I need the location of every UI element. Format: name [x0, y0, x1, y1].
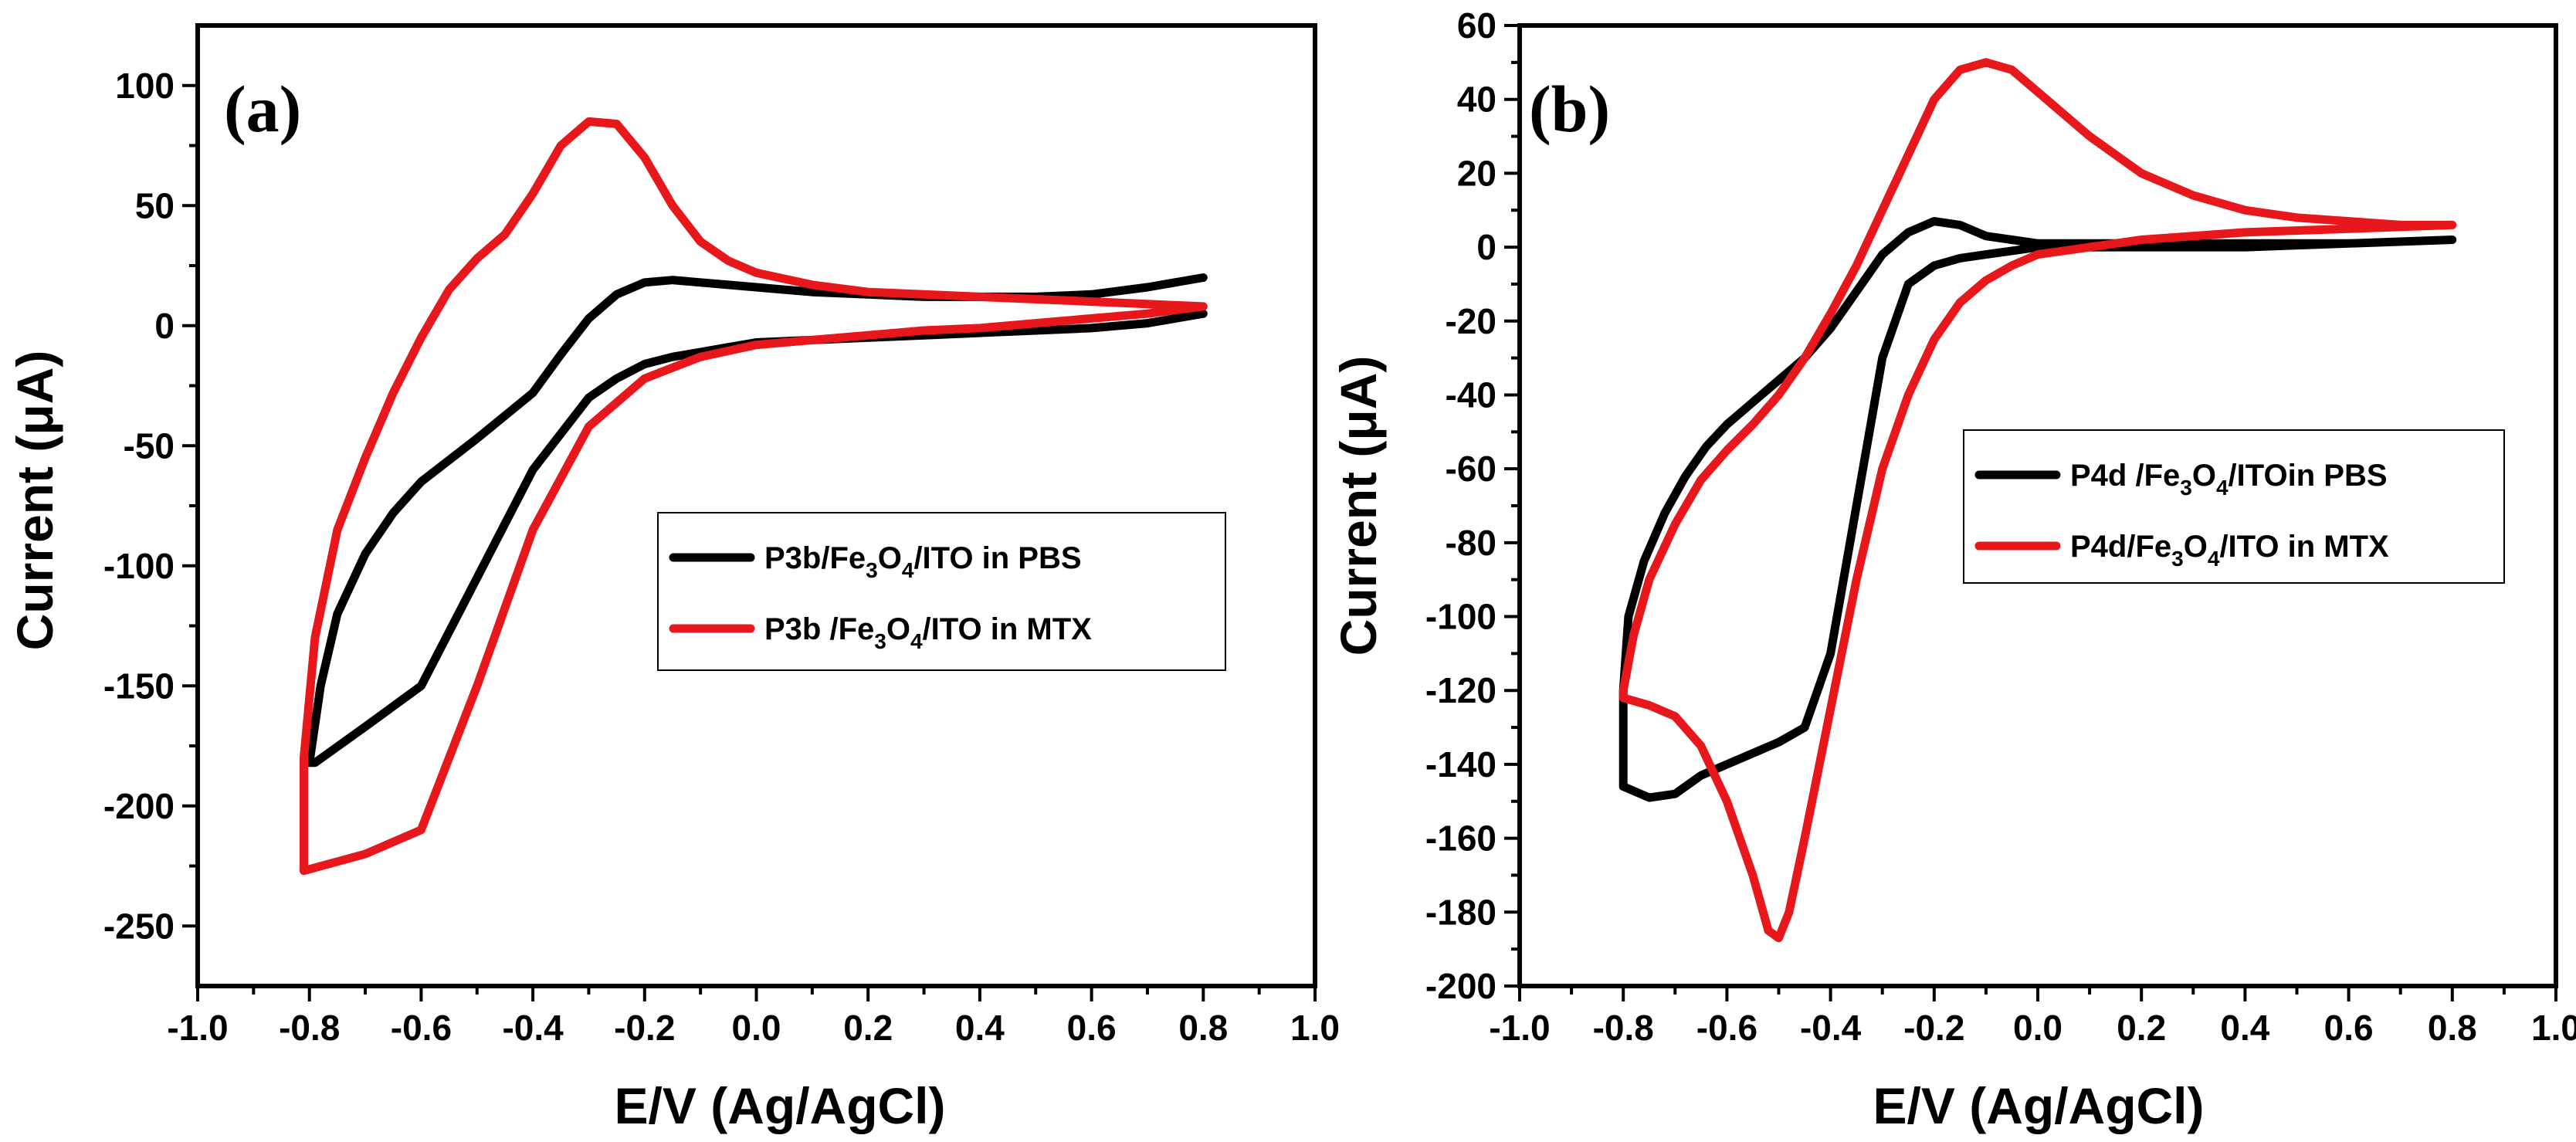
- y-tick-label-b: 0: [1476, 227, 1496, 267]
- legend-label-b-1: P4d /Fe3O4/ITOin PBS: [2070, 459, 2388, 500]
- x-tick-label-b: 0.0: [2013, 1008, 2062, 1048]
- y-tick-label-b: -200: [1425, 966, 1496, 1006]
- y-tick-label-b: -20: [1446, 301, 1496, 341]
- x-tick-label-b: -1.0: [1489, 1008, 1550, 1048]
- x-tick-label-a: -0.8: [279, 1008, 340, 1048]
- x-axis-title-b: E/V (Ag/AgCl): [1873, 1077, 2205, 1134]
- y-tick-label-a: 0: [154, 306, 175, 346]
- y-tick-label-b: 20: [1457, 153, 1496, 193]
- x-tick-label-b: 0.2: [2117, 1008, 2166, 1048]
- x-tick-label-b: -0.6: [1696, 1008, 1757, 1048]
- y-tick-label-a: -100: [103, 546, 175, 586]
- y-tick-label-b: -100: [1425, 597, 1496, 637]
- x-tick-label-a: 1.0: [1290, 1008, 1340, 1048]
- series-line-a-2: [300, 117, 1208, 876]
- chart-panel-b: (b) E/V (Ag/AgCl) Current (μA) -1.0 -0.8 -…: [1330, 5, 2576, 1134]
- y-tick-label-a: -150: [103, 666, 175, 706]
- panel-label-a: (a): [224, 72, 301, 146]
- x-axis-title-a: E/V (Ag/AgCl): [615, 1077, 946, 1134]
- y-axis-title-b: Current (μA): [1330, 356, 1387, 656]
- y-tick-label-a: -200: [103, 786, 175, 826]
- series-line-b-2: [1618, 58, 2457, 943]
- legend-box-b: [1963, 429, 2505, 584]
- x-tick-label-b: -0.2: [1903, 1008, 1964, 1048]
- x-tick-label-b: 0.6: [2324, 1008, 2374, 1048]
- y-tick-label-a: -250: [103, 906, 175, 946]
- y-tick-label-a: 50: [135, 185, 175, 225]
- y-tick-label-a: 100: [115, 66, 175, 106]
- y-tick-label-b: -180: [1425, 892, 1496, 932]
- legend-label-a-2: P3b /Fe3O4/ITO in MTX: [764, 612, 1092, 653]
- y-tick-label-b: -120: [1425, 670, 1496, 710]
- legend-box-a: [657, 512, 1226, 671]
- plot-frame-a: [195, 23, 1317, 988]
- y-axis-title-a: Current (μA): [6, 351, 63, 651]
- x-tick-label-a: 0.6: [1067, 1008, 1117, 1048]
- legend-a: P3b/Fe3O4/ITO in PBS P3b /Fe3O4/ITO in MT…: [657, 512, 1226, 671]
- y-tick-label-b: -40: [1446, 374, 1496, 415]
- legend-b: P4d /Fe3O4/ITOin PBS P4d/Fe3O4/ITO in MTX: [1963, 429, 2505, 584]
- panel-label-b: (b): [1529, 72, 1610, 146]
- x-tick-label-a: 0.0: [732, 1008, 781, 1048]
- y-tick-label-b: 40: [1457, 80, 1496, 120]
- legend-label-b-2: P4d/Fe3O4/ITO in MTX: [2070, 530, 2389, 571]
- x-tick-label-a: -0.4: [502, 1008, 564, 1048]
- x-tick-label-a: 0.2: [843, 1008, 893, 1048]
- x-tick-label-a: -0.6: [391, 1008, 452, 1048]
- x-tick-label-a: -0.2: [614, 1008, 675, 1048]
- x-tick-label-a: -1.0: [167, 1008, 228, 1048]
- x-tick-label-b: 0.4: [2220, 1008, 2269, 1048]
- y-tick-label-b: -80: [1446, 523, 1496, 563]
- x-tick-label-a: 0.4: [955, 1008, 1005, 1048]
- y-tick-label-b: -160: [1425, 818, 1496, 859]
- y-tick-label-a: -50: [124, 425, 175, 466]
- legend-label-a-1: P3b/Fe3O4/ITO in PBS: [764, 541, 1082, 582]
- x-tick-label-b: -0.4: [1800, 1008, 1862, 1048]
- x-tick-label-b: 0.8: [2428, 1008, 2477, 1048]
- x-tick-label-a: 0.8: [1178, 1008, 1228, 1048]
- y-tick-label-b: -140: [1425, 744, 1496, 784]
- y-tick-label-b: 60: [1457, 5, 1496, 46]
- chart-panel-a: (a) E/V (Ag/AgCl) Current (μA) -1.0 -0.8 -…: [6, 23, 1340, 1134]
- x-tick-label-b: -0.8: [1593, 1008, 1654, 1048]
- x-tick-label-b: 1.0: [2531, 1008, 2576, 1048]
- y-tick-label-b: -60: [1446, 449, 1496, 489]
